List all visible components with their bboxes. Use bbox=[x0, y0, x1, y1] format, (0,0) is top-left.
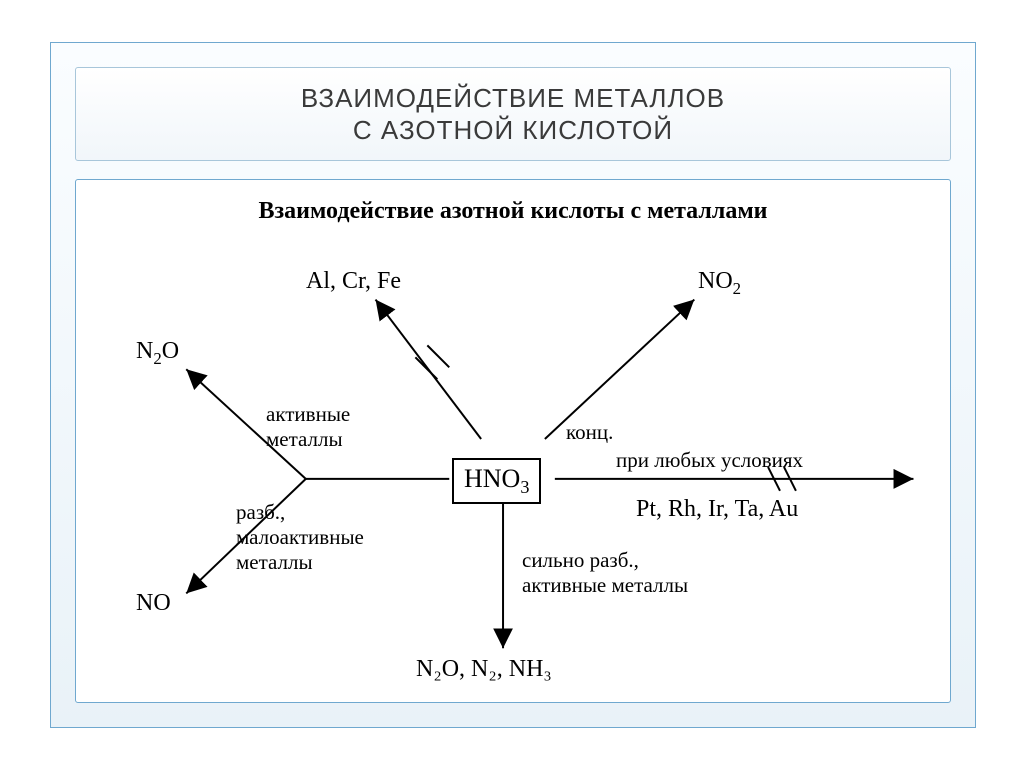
label-noble-metals: Pt, Rh, Ir, Ta, Au bbox=[636, 496, 798, 523]
title-line2: С АЗОТНОЙ КИСЛОТОЙ bbox=[353, 115, 673, 145]
label-bottom-products: N₂O, N₂, NH₃ bbox=[416, 656, 552, 683]
title-text: ВЗАИМОДЕЙСТВИЕ МЕТАЛЛОВ С АЗОТНОЙ КИСЛОТ… bbox=[301, 82, 725, 147]
center-formula: HNO3 bbox=[452, 458, 541, 504]
title-line1: ВЗАИМОДЕЙСТВИЕ МЕТАЛЛОВ bbox=[301, 83, 725, 113]
title-box: ВЗАИМОДЕЙСТВИЕ МЕТАЛЛОВ С АЗОТНОЙ КИСЛОТ… bbox=[75, 67, 951, 161]
diagram-panel: Взаимодействие азотной кислоты с металла… bbox=[75, 179, 951, 703]
label-active: активные металлы bbox=[266, 402, 350, 452]
label-no: NO bbox=[136, 590, 171, 617]
label-any-conditions: при любых условиях bbox=[616, 448, 803, 473]
cross-passive-1b bbox=[427, 345, 449, 367]
label-al-cr-fe: Al, Cr, Fe bbox=[306, 268, 401, 295]
diagram-canvas: HNO3 Al, Cr, Fe NO2 N2O активные металлы… bbox=[76, 180, 950, 702]
label-conc: конц. bbox=[566, 420, 613, 445]
slide-frame: ВЗАИМОДЕЙСТВИЕ МЕТАЛЛОВ С АЗОТНОЙ КИСЛОТ… bbox=[50, 42, 976, 728]
label-dilute-low: разб., малоактивные металлы bbox=[236, 500, 364, 575]
label-n2o: N2O bbox=[136, 338, 179, 369]
arrow-no2 bbox=[545, 300, 694, 439]
cross-passive-1a bbox=[415, 357, 437, 379]
label-no2: NO2 bbox=[698, 268, 741, 299]
diagram-svg bbox=[76, 180, 950, 702]
label-strong-dilute: сильно разб., активные металлы bbox=[522, 548, 688, 598]
